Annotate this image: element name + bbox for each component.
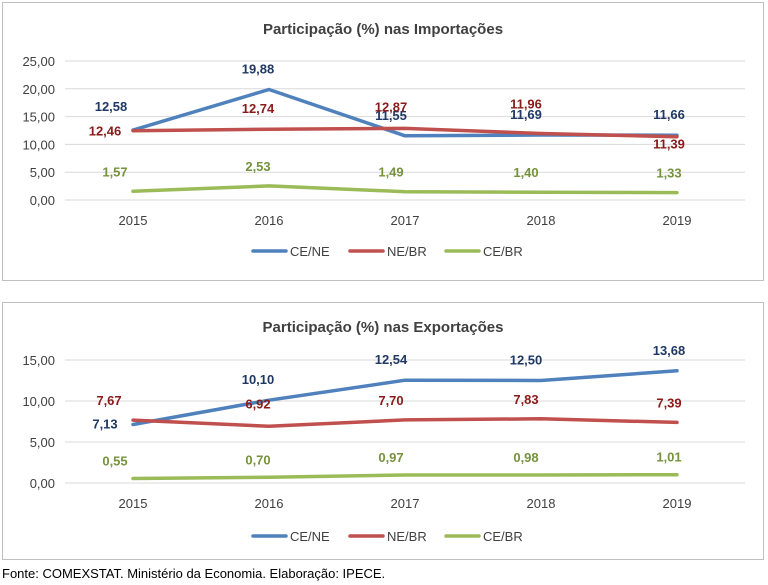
data-label: 11,96 [510,97,542,112]
legend-label: NE/BR [387,244,427,259]
data-label: 1,49 [378,165,403,180]
legend-label: CE/NE [290,244,330,259]
chart-title: Participação (%) nas Importações [263,21,503,38]
series-line-ne-br [131,417,679,429]
y-tick-label: 5,00 [30,435,55,450]
data-label: 12,58 [95,99,128,114]
data-label: 6,92 [245,396,270,411]
y-tick-label: 0,00 [30,193,55,208]
data-label: 2,53 [245,159,270,174]
data-label: 19,88 [242,61,275,76]
x-tick-label: 2017 [391,213,420,228]
data-label: 1,01 [656,450,681,465]
data-label: 0,70 [245,452,270,467]
data-label: 7,83 [513,392,538,407]
y-tick-label: 0,00 [30,476,55,491]
legend-label: NE/BR [387,529,427,544]
series-line-ne-br [131,126,679,139]
data-label: 11,39 [653,137,685,152]
data-label: 12,46 [89,124,122,139]
x-tick-label: 2018 [527,213,556,228]
data-label: 1,57 [102,164,127,179]
legend-label: CE/BR [483,244,523,259]
x-tick-label: 2016 [255,213,284,228]
y-tick-label: 10,00 [22,137,55,152]
legend-label: CE/NE [290,529,330,544]
data-label: 1,40 [513,165,538,180]
data-label: 7,67 [96,393,121,408]
y-tick-label: 25,00 [22,54,55,69]
x-tick-label: 2019 [663,496,692,511]
data-label: 13,68 [653,343,686,358]
data-label: 0,55 [102,453,127,468]
data-label: 1,33 [656,166,681,181]
data-label: 7,39 [656,395,681,410]
x-tick-label: 2018 [527,496,556,511]
chart-title: Participação (%) nas Exportações [263,319,504,336]
data-label: 7,70 [378,393,403,408]
y-tick-label: 5,00 [30,165,55,180]
data-label: 12,54 [375,352,408,367]
x-tick-label: 2019 [663,213,692,228]
data-label: 0,97 [378,450,403,465]
data-label: 12,74 [242,101,275,116]
data-label: 11,66 [653,107,685,122]
x-tick-label: 2015 [119,213,148,228]
y-tick-label: 10,00 [22,394,55,409]
source-note: Fonte: COMEXSTAT. Ministério da Economia… [2,566,386,581]
x-tick-label: 2015 [119,496,148,511]
x-tick-label: 2016 [255,496,284,511]
data-label: 12,50 [510,353,543,368]
imports-chart-panel: Participação (%) nas Importações 0,00 5,00… [2,2,764,281]
series-line-ce-ne [131,369,679,427]
imports-line-chart: Participação (%) nas Importações 0,00 5,00… [22,21,745,259]
data-label: 0,98 [513,450,538,465]
exports-line-chart: Participação (%) nas Exportações 0,00 5,00… [22,319,745,544]
exports-chart-panel: Participação (%) nas Exportações 0,00 5,00… [2,302,764,560]
series-line-ce-br [131,184,679,195]
x-tick-label: 2017 [391,496,420,511]
data-label: 11,69 [510,107,542,122]
y-tick-label: 20,00 [22,82,55,97]
y-tick-label: 15,00 [22,353,55,368]
y-tick-label: 15,00 [22,110,55,125]
data-label: 7,13 [92,417,117,432]
data-label: 12,87 [375,99,408,114]
legend-label: CE/BR [483,529,523,544]
series-line-ce-br [131,472,679,481]
data-label: 11,55 [375,108,407,123]
data-label: 10,10 [242,372,275,387]
